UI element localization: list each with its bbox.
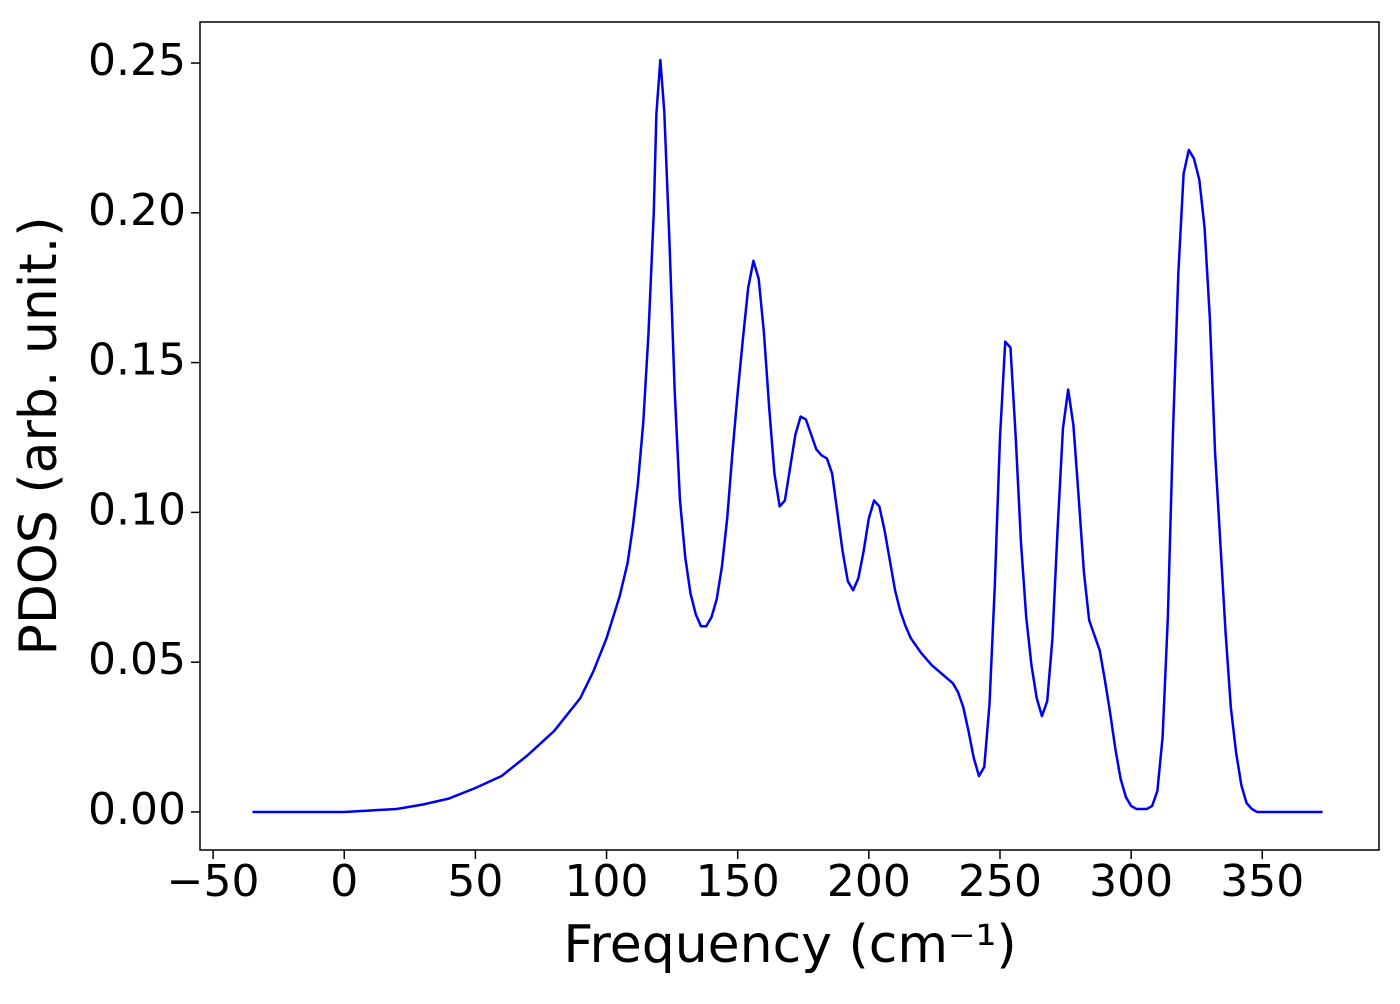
y-tick-label: 0.20 xyxy=(88,185,186,236)
y-tick-label: 0.00 xyxy=(88,784,186,835)
x-tick-label: 200 xyxy=(827,856,911,907)
x-tick-label: 250 xyxy=(958,856,1042,907)
data-line xyxy=(252,58,1323,814)
x-tick-label: 50 xyxy=(447,856,503,907)
x-tick-label: −50 xyxy=(167,856,260,907)
x-tick-label: 100 xyxy=(565,856,649,907)
y-axis-label: PDOS (arb. unit.) xyxy=(9,216,69,655)
x-tick-label: 0 xyxy=(330,856,358,907)
y-tick-label: 0.05 xyxy=(88,634,186,685)
x-tick-label: 150 xyxy=(696,856,780,907)
x-tick-label: 300 xyxy=(1089,856,1173,907)
x-axis-label: Frequency (cm⁻¹) xyxy=(563,915,1016,975)
y-tick-label: 0.25 xyxy=(88,35,186,86)
y-tick-label: 0.15 xyxy=(88,335,186,386)
plot-frame xyxy=(199,21,1380,851)
y-tick-label: 0.10 xyxy=(88,484,186,535)
x-tick-label: 350 xyxy=(1220,856,1304,907)
